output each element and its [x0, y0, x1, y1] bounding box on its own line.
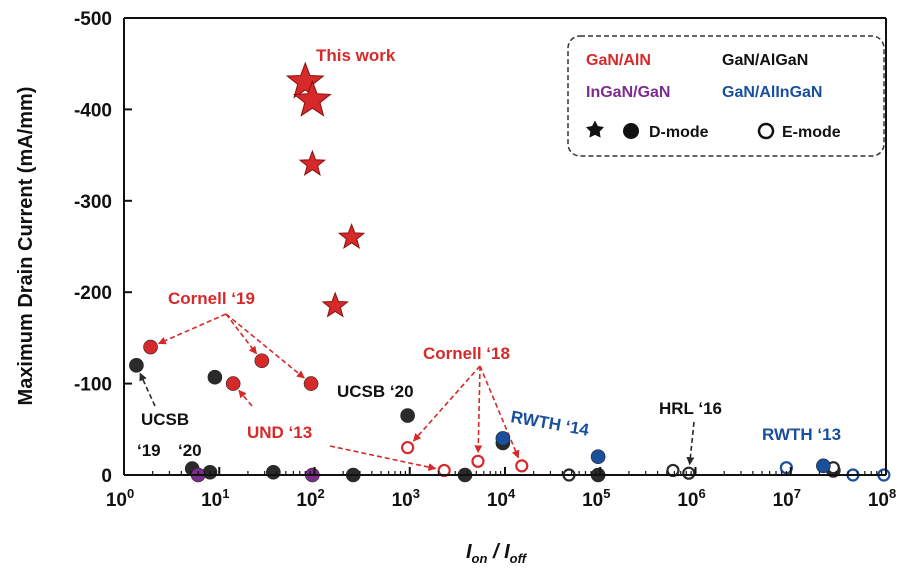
annotation-ucsb-20-upper: UCSB ‘20 [337, 382, 414, 401]
x-tick-label: 100 [106, 486, 134, 511]
point-black-filled [207, 369, 223, 385]
x-title-main-1: I [466, 541, 472, 563]
point-red-filled [143, 339, 158, 355]
y-tick-label: -100 [74, 375, 112, 396]
x-title-sub-1: on [472, 551, 488, 566]
legend-filled-circle-marker [623, 123, 639, 139]
x-tick-label: 102 [296, 486, 324, 511]
data-points [129, 61, 891, 483]
legend-ingan-gan: InGaN/GaN [586, 84, 670, 101]
point-star [321, 291, 349, 318]
point-black-filled [266, 464, 281, 480]
point-red-open [515, 459, 529, 473]
x-tick-label: 106 [677, 486, 705, 511]
x-title-main-2: I [504, 541, 510, 563]
annotation-ucsb-20-lower: ‘20 [178, 441, 202, 460]
arrow-ucsb-19 [139, 372, 156, 407]
point-star [298, 149, 327, 176]
x-tick-label: 105 [582, 486, 610, 511]
point-red-open [471, 454, 485, 468]
axis-ticks: 0 -100 -200 -300 -400 -500 100 101 102 103 104 105 1… [74, 9, 896, 511]
point-red-open [401, 440, 415, 455]
y-tick-label: -500 [74, 9, 112, 30]
point-red-filled [254, 353, 270, 369]
point-star [337, 222, 366, 250]
annotation-ucsb: UCSB [141, 410, 189, 429]
arrow-cornell-19 [225, 313, 305, 379]
point-star [285, 61, 325, 99]
arrow-cornell-18 [479, 365, 520, 459]
point-black-filled [129, 358, 144, 373]
annotation-und-13: UND ‘13 [247, 423, 312, 442]
annotation-arrows [139, 313, 695, 471]
y-tick-label: 0 [101, 466, 112, 487]
x-tick-label: 108 [868, 486, 896, 511]
arrow-und-13 [238, 389, 253, 407]
legend-gan-algan: GaN/AlGaN [722, 52, 808, 69]
y-tick-label: -400 [74, 100, 112, 121]
annotation-this-work: This work [316, 46, 396, 65]
legend: GaN/AlN GaN/AlGaN InGaN/GaN GaN/AlInGaN … [567, 35, 885, 157]
arrow-und-13 [329, 445, 437, 471]
y-tick-label: -300 [74, 192, 112, 213]
legend-open-circle-marker [757, 122, 775, 140]
point-red-filled [225, 376, 241, 391]
arrow-hrl-16 [686, 421, 695, 466]
x-tick-label: 103 [392, 486, 420, 511]
x-tick-label: 104 [487, 486, 516, 511]
point-star [292, 79, 332, 117]
x-title-sub-2: off [510, 551, 528, 566]
point-blue-filled [816, 458, 831, 474]
y-axis-title: Maximum Drain Current (mA/mm) [15, 87, 37, 406]
legend-gan-aln: GaN/AlN [586, 52, 651, 69]
arrow-cornell-19 [225, 313, 258, 355]
point-blue-filled [495, 431, 511, 446]
y-axis-title-group: Maximum Drain Current (mA/mm) [15, 87, 37, 406]
annotation-rwth-14: RWTH ‘14 [509, 407, 591, 440]
legend-gan-alingan: GaN/AlInGaN [722, 84, 822, 101]
annotation-rwth-13: RWTH ‘13 [762, 425, 841, 444]
point-blue-filled [590, 449, 606, 465]
legend-e-mode: E-mode [782, 124, 841, 141]
annotation-hrl-16: HRL ‘16 [659, 399, 722, 418]
arrow-cornell-18 [474, 365, 483, 454]
arrow-cornell-18 [412, 365, 481, 442]
x-tick-label: 107 [773, 486, 801, 511]
point-red-filled [303, 376, 319, 391]
annotation-cornell-18: Cornell ‘18 [423, 344, 510, 363]
arrow-cornell-19 [157, 313, 227, 345]
y-tick-label: -200 [74, 283, 112, 304]
annotation-ucsb-19: ‘19 [137, 441, 161, 460]
legend-star-marker [586, 120, 604, 138]
x-tick-label: 101 [201, 486, 229, 511]
point-black-filled [400, 408, 415, 423]
x-axis-title: Ion / Ioff [466, 541, 528, 566]
annotation-cornell-19: Cornell ‘19 [168, 289, 255, 308]
legend-box [567, 35, 885, 157]
legend-d-mode: D-mode [649, 124, 709, 141]
annotations: This work Cornell ‘19 Cornell ‘18 UND ‘1… [137, 46, 841, 460]
x-title-sep: / [487, 541, 504, 563]
point-black-open [682, 466, 696, 480]
